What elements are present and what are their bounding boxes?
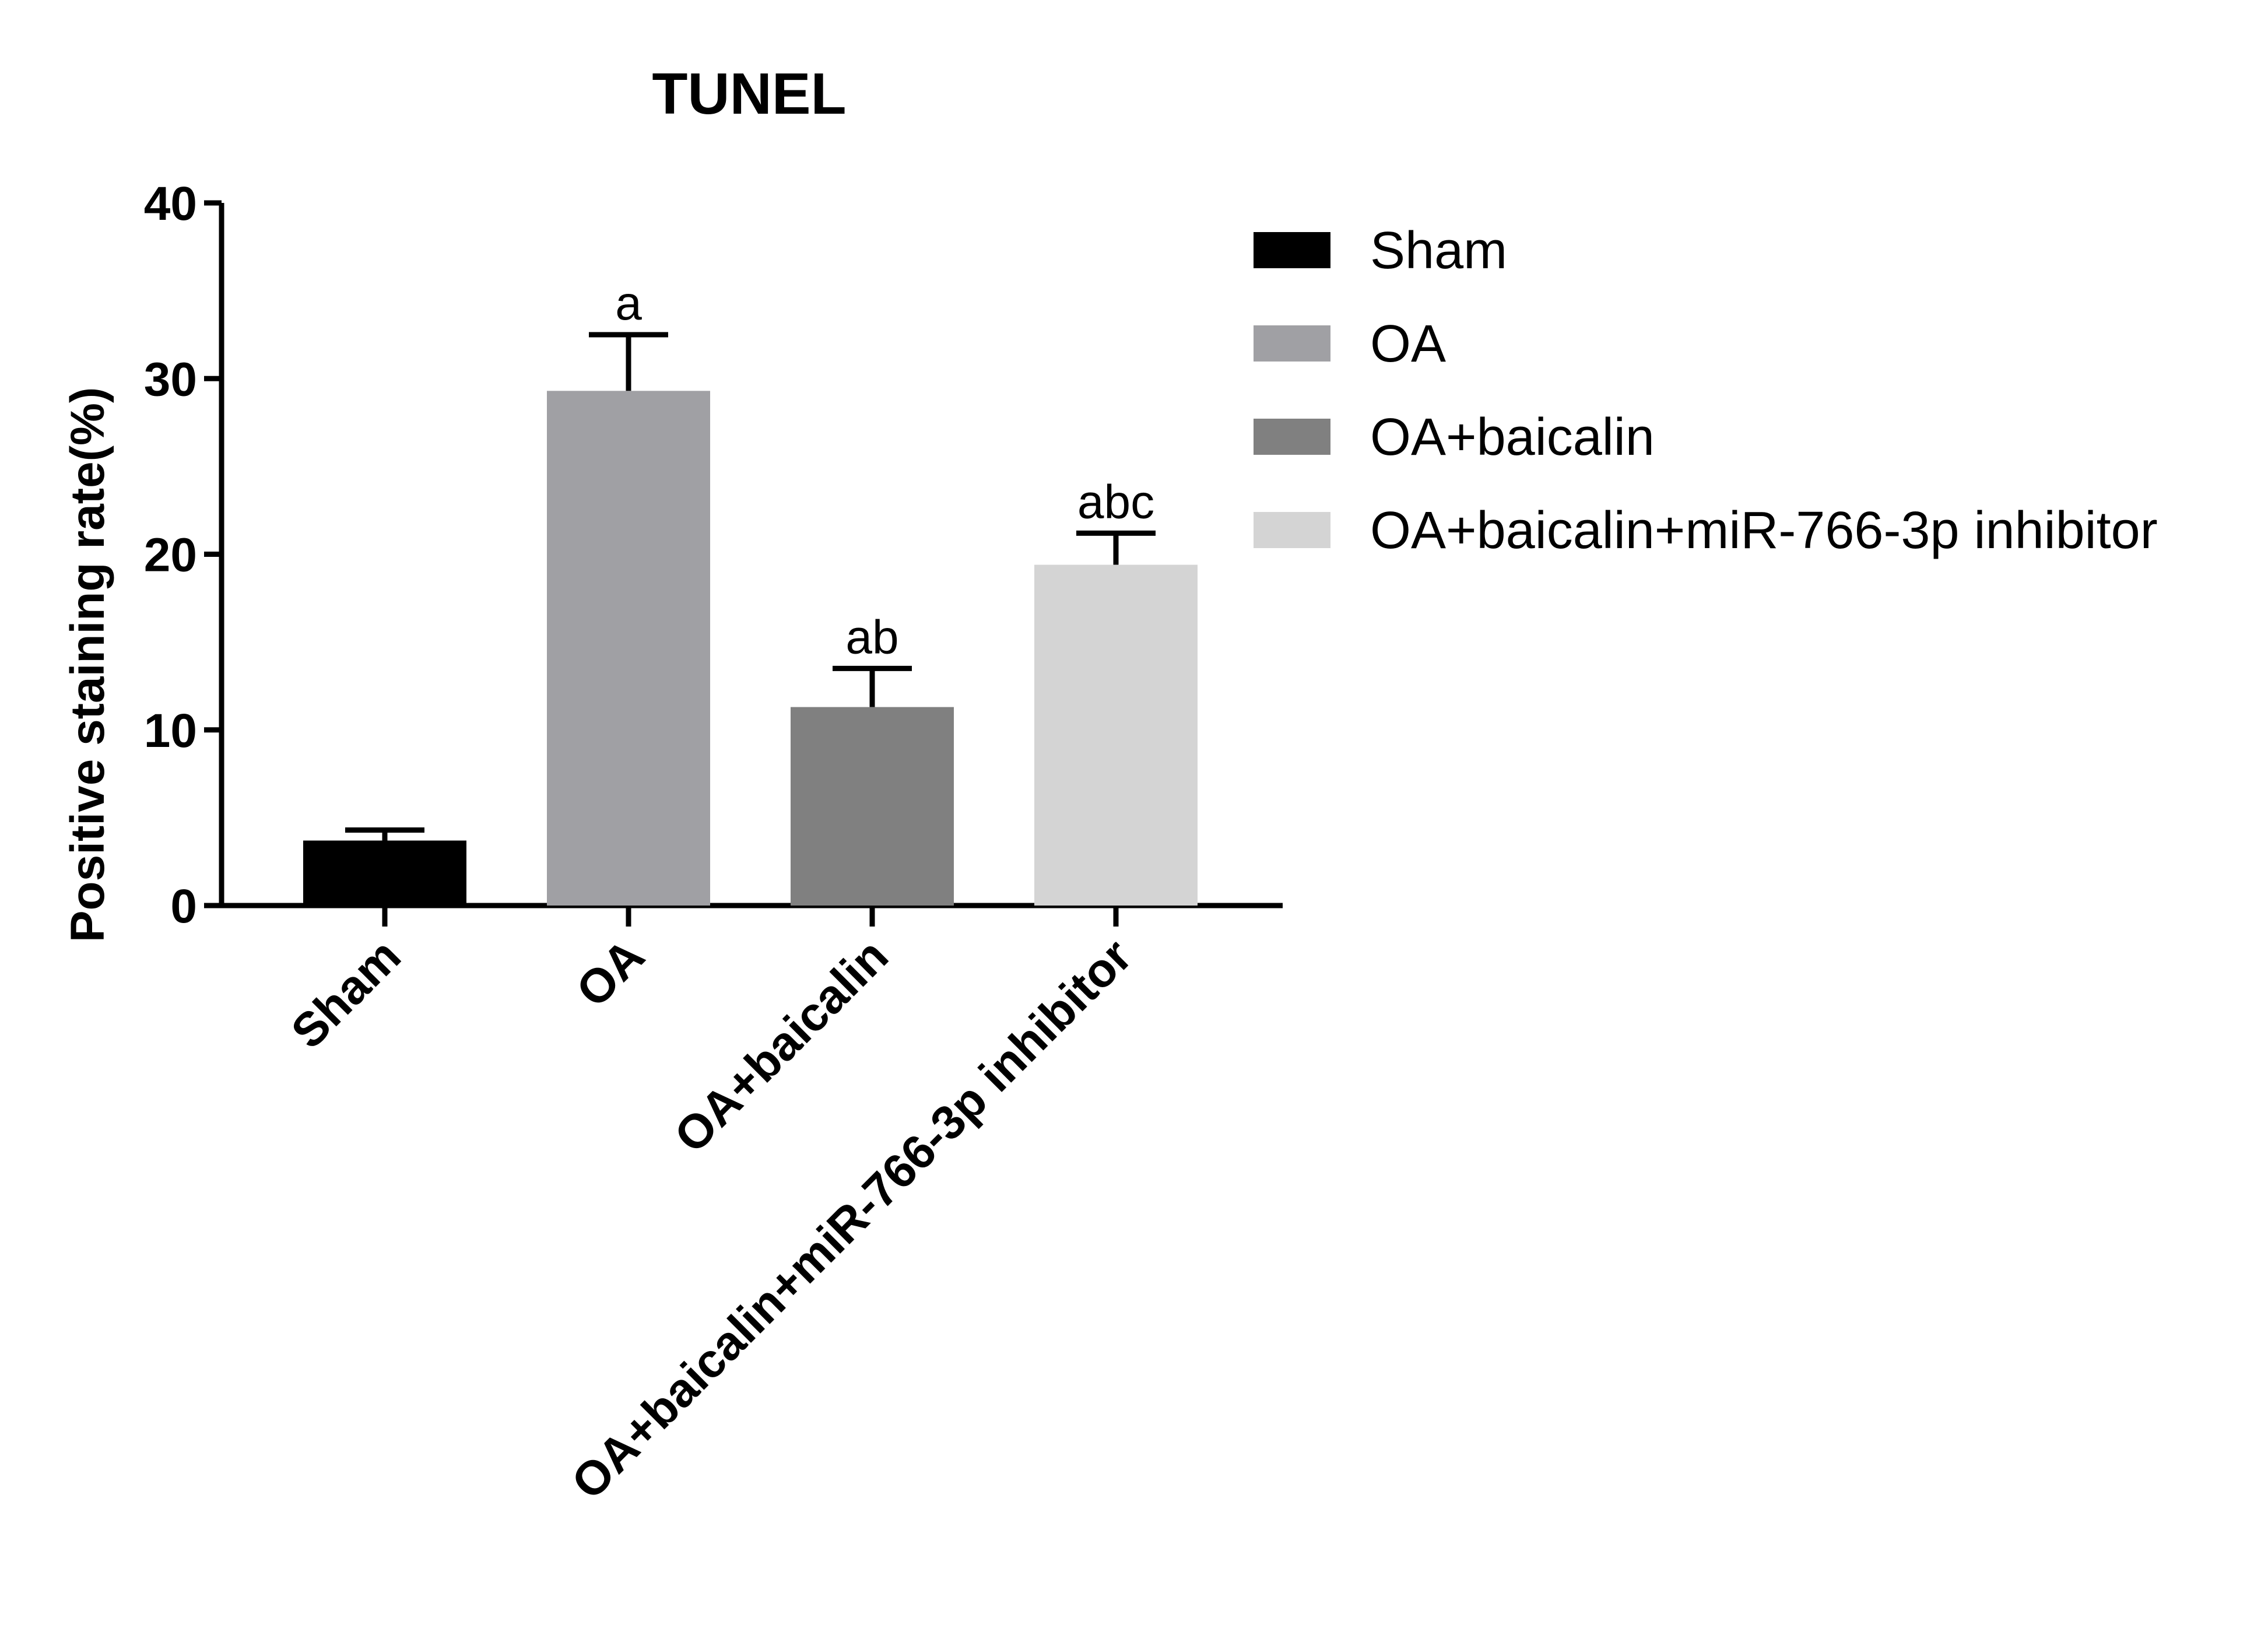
bar-oa-baicalin <box>791 707 954 906</box>
bar-oa <box>547 391 710 906</box>
x-tick-label: OA+baicalin+miR-766-3p inhibitor <box>561 929 1142 1510</box>
x-tick-label: OA <box>566 929 654 1017</box>
legend-label: OA+baicalin <box>1370 408 1655 466</box>
plot-area: 0 10 20 30 40 Sham a OA ab OA+baicalin abc OA+baica… <box>144 177 1283 1510</box>
y-tick-label: 30 <box>144 353 197 406</box>
legend-label: OA+baicalin+miR-766-3p inhibitor <box>1370 501 2158 560</box>
significance-label: a <box>615 277 642 330</box>
legend-swatch <box>1254 512 1330 548</box>
legend-swatch <box>1254 325 1330 362</box>
legend-label: OA <box>1370 315 1446 373</box>
legend-label: Sham <box>1370 222 1507 280</box>
bar-sham <box>303 840 466 906</box>
bar-oa-baicalin-mir-766-3p-inhibitor <box>1034 564 1198 906</box>
significance-label: abc <box>1077 475 1154 528</box>
x-tick-label: OA+baicalin <box>665 929 898 1163</box>
y-tick-label: 0 <box>170 880 197 933</box>
legend: Sham OA OA+baicalin OA+baicalin+miR-766-3p … <box>1254 222 2158 560</box>
y-tick-label: 40 <box>144 177 197 230</box>
chart-title: TUNEL <box>652 61 846 127</box>
y-tick-label: 20 <box>144 529 197 582</box>
x-tick-label: Sham <box>281 929 410 1058</box>
legend-swatch <box>1254 232 1330 268</box>
significance-label: ab <box>845 610 898 664</box>
y-axis-label: Positive staining rate(%) <box>61 387 114 942</box>
y-tick-label: 10 <box>144 704 197 757</box>
legend-swatch <box>1254 419 1330 455</box>
